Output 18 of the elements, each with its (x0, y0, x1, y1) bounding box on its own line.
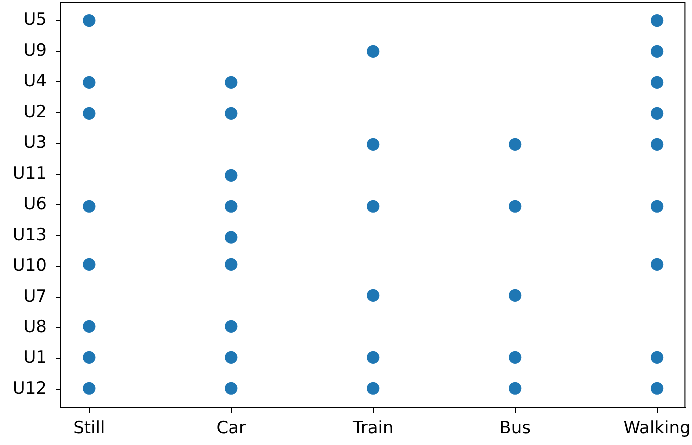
category-label: U1 (24, 348, 47, 368)
category-label: U7 (24, 286, 47, 307)
category-label: U13 (12, 225, 47, 246)
category-label: U8 (24, 318, 47, 338)
category-label: U10 (12, 256, 47, 276)
category-label: U4 (24, 72, 47, 92)
x-tick-label: Still (74, 418, 106, 439)
category-label: U11 (12, 164, 47, 184)
category-label: U6 (24, 194, 47, 215)
x-tick-label: Car (216, 418, 246, 439)
x-tick-label: Train (352, 418, 394, 439)
x-tick-label: Bus (500, 418, 532, 439)
category-label: U5 (24, 10, 47, 30)
category-label: U3 (24, 133, 47, 154)
category-label: U12 (12, 378, 47, 399)
x-tick-label: Walking (624, 418, 691, 439)
category-label: U2 (24, 102, 47, 122)
category-label: U9 (24, 40, 47, 61)
